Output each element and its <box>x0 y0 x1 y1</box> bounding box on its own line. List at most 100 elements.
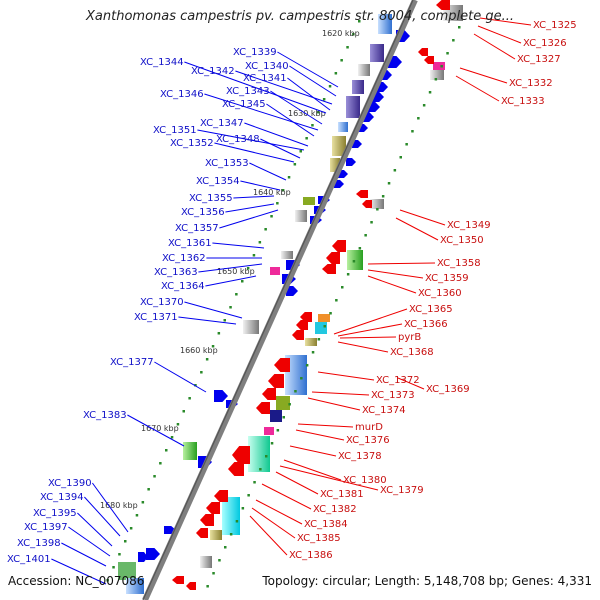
leader-line <box>317 371 375 381</box>
tick-dot <box>229 306 232 309</box>
tick-dot <box>446 52 449 55</box>
leader-line <box>270 90 323 125</box>
gene-label-xc_1376: XC_1376 <box>346 435 390 446</box>
tick-dot <box>440 65 443 68</box>
tick-dot <box>235 293 238 296</box>
leader-line <box>275 471 319 495</box>
gene-label-xc_1339: XC_1339 <box>233 47 277 58</box>
reverse-gene-arrow <box>332 240 346 252</box>
gene-label-xc_1344: XC_1344 <box>140 57 184 68</box>
forward-gene-arrow <box>334 180 344 188</box>
tick-dot <box>211 345 215 348</box>
leader-line <box>479 17 532 26</box>
gene-label-pyrb: pyrB <box>398 332 421 343</box>
gene-label-xc_1351: XC_1351 <box>153 125 197 136</box>
gene-label-xc_1359: XC_1359 <box>425 273 469 284</box>
kbp-mark: 1670 kbp <box>141 424 179 433</box>
reverse-gene-arrow <box>424 56 434 64</box>
gene-label-xc_1401: XC_1401 <box>7 554 51 565</box>
reverse-gene-arrow <box>296 320 308 330</box>
leader-line <box>212 242 265 249</box>
leader-line <box>205 275 257 287</box>
leader-line <box>249 162 287 181</box>
leader-line <box>204 93 319 131</box>
tick-dot <box>218 559 221 562</box>
reverse-gene-arrow <box>268 374 284 388</box>
reverse-gene-arrow <box>214 490 228 502</box>
topology-summary: Topology: circular; Length: 5,148,708 bp… <box>262 574 592 588</box>
gene-label-xc_1395: XC_1395 <box>33 508 77 519</box>
tick-dot <box>276 202 279 205</box>
tick-dot <box>246 267 250 270</box>
tick-dot <box>247 494 250 497</box>
tick-dot <box>259 468 262 471</box>
tick-dot <box>381 195 385 198</box>
leader-line <box>260 138 301 159</box>
gene-label-xc_1373: XC_1373 <box>371 390 415 401</box>
reverse-gene-arrow <box>228 462 244 476</box>
leader-line <box>287 77 331 111</box>
forward-gene-arrow <box>214 390 228 402</box>
leader-line <box>295 429 345 441</box>
leader-line <box>235 70 333 105</box>
gene-label-xc_1363: XC_1363 <box>154 267 198 278</box>
tick-dot <box>159 462 162 465</box>
gene-label-xc_1386: XC_1386 <box>289 550 333 561</box>
gene-label-xc_1340: XC_1340 <box>245 61 289 72</box>
leader-line <box>283 459 342 481</box>
reverse-gene-arrow <box>362 200 372 208</box>
tick-dot <box>328 85 332 88</box>
gene-label-xc_1356: XC_1356 <box>181 207 225 218</box>
left-gene-labels: XC_1339 XC_1340 XC_1344 XC_1342 XC_1341 XC_13… <box>7 47 289 565</box>
tick-dot <box>153 475 156 478</box>
kbp-scale-labels: 1620 kbp 1630 kbp 1640 kbp 1650 kbp 1660 kbp… <box>100 29 360 510</box>
tick-dot <box>200 371 203 374</box>
reverse-gene-arrow <box>418 48 428 56</box>
gene-label-xc_1383: XC_1383 <box>83 410 127 421</box>
leader-line <box>255 499 303 525</box>
tick-dot <box>182 410 185 413</box>
leader-line <box>240 180 281 191</box>
reverse-gene-arrow <box>196 528 208 538</box>
tick-dot <box>141 501 145 504</box>
tick-dot <box>282 416 285 419</box>
tick-dot <box>334 72 338 75</box>
gene-label-xc_1369: XC_1369 <box>426 384 470 395</box>
tick-dot <box>317 338 321 341</box>
gene-label-xc_1345: XC_1345 <box>222 99 266 110</box>
right-leader-lines <box>249 17 532 556</box>
reverse-gene-arrow <box>186 582 196 590</box>
tick-dot <box>305 137 308 140</box>
leader-line <box>455 75 500 102</box>
leader-line <box>395 217 439 241</box>
gene-label-xc_1365: XC_1365 <box>409 304 453 315</box>
tick-dots <box>106 20 461 588</box>
tick-dot <box>428 91 432 94</box>
leader-line <box>51 558 107 585</box>
gene-label-xc_1377: XC_1377 <box>110 357 154 368</box>
tick-dot <box>258 241 262 244</box>
gene-label-xc_1326: XC_1326 <box>523 38 567 49</box>
tick-dot <box>270 215 273 218</box>
leader-line <box>367 269 424 279</box>
tick-dot <box>264 228 267 231</box>
tick-dot <box>118 553 121 556</box>
leader-line <box>337 341 389 353</box>
reverse-gene-arrow <box>206 502 220 514</box>
gene-label-xc_1346: XC_1346 <box>160 89 204 100</box>
leader-line <box>127 414 185 447</box>
backbone-strand <box>142 0 418 600</box>
right-gene-labels: XC_1325 XC_1326 XC_1327 XC_1332 XC_1333 XC_13… <box>289 20 577 561</box>
gene-label-xc_1360: XC_1360 <box>418 288 462 299</box>
gene-label-xc_1379: XC_1379 <box>380 485 424 496</box>
tick-dot <box>340 59 343 62</box>
tick-dot <box>335 299 338 302</box>
tick-dot <box>170 436 174 439</box>
reverse-gene-arrow <box>262 388 276 400</box>
tick-dot <box>281 189 285 192</box>
gene-label-xc_1341: XC_1341 <box>243 73 287 84</box>
tick-dot <box>294 390 297 393</box>
tick-dot <box>422 104 426 107</box>
gene-label-xc_1327: XC_1327 <box>517 54 561 65</box>
